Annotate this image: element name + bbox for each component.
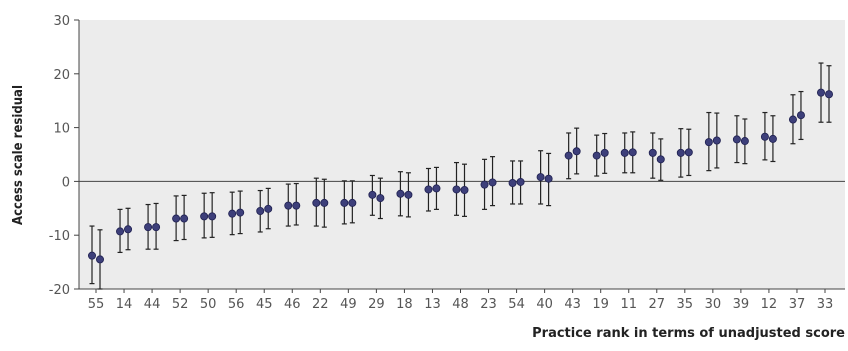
data-point — [488, 178, 497, 187]
y-tick-label: 20 — [53, 68, 70, 83]
data-point — [656, 155, 665, 164]
x-tick-label: 29 — [368, 297, 385, 312]
x-tick-label: 39 — [733, 297, 750, 312]
data-point — [572, 147, 581, 156]
x-tick-label: 14 — [116, 297, 133, 312]
data-point — [172, 214, 181, 223]
data-point — [376, 194, 385, 203]
data-point — [124, 225, 133, 234]
data-point — [684, 148, 693, 157]
data-point — [704, 138, 713, 147]
x-tick-label: 43 — [564, 297, 581, 312]
plot-background — [79, 20, 845, 289]
x-tick-label: 44 — [144, 297, 161, 312]
y-tick-label: 0 — [62, 175, 70, 190]
y-tick-label: 10 — [53, 122, 70, 137]
data-point — [320, 198, 329, 207]
y-tick-label: -10 — [49, 229, 70, 244]
data-point — [180, 214, 189, 223]
data-point — [536, 173, 545, 182]
data-point — [768, 134, 777, 143]
data-point — [424, 185, 433, 194]
data-point — [460, 186, 469, 195]
data-point — [96, 255, 105, 264]
x-tick-label: 52 — [172, 297, 189, 312]
data-point — [676, 148, 685, 157]
y-axis-title: Access scale residual — [11, 85, 26, 225]
data-point — [312, 198, 321, 207]
data-point — [368, 190, 377, 199]
x-tick-label: 23 — [480, 297, 497, 312]
x-tick-label: 48 — [452, 297, 469, 312]
x-tick-label: 30 — [705, 297, 722, 312]
data-point — [208, 212, 217, 221]
data-point — [732, 135, 741, 144]
x-tick-label: 27 — [648, 297, 665, 312]
x-tick-label: 37 — [789, 297, 806, 312]
x-tick-label: 49 — [340, 297, 357, 312]
y-tick-label: -20 — [49, 283, 70, 298]
x-tick-label: 50 — [200, 297, 217, 312]
data-point — [236, 208, 245, 217]
data-point — [452, 185, 461, 194]
data-point — [740, 137, 749, 146]
x-tick-label: 40 — [536, 297, 553, 312]
x-tick-label: 45 — [256, 297, 273, 312]
x-tick-label: 33 — [817, 297, 834, 312]
data-point — [228, 209, 237, 218]
x-tick-label: 19 — [592, 297, 609, 312]
x-tick-label: 56 — [228, 297, 245, 312]
data-point — [116, 227, 125, 236]
y-tick-group: -20 -10 0 10 20 30 — [49, 14, 79, 298]
data-point — [796, 111, 805, 120]
x-tick-group: 55 14 44 52 50 56 45 46 22 49 29 18 13 48 23 54 40 43 19 11… — [88, 289, 834, 312]
data-point — [480, 180, 489, 189]
data-point — [516, 177, 525, 186]
data-point — [404, 190, 413, 199]
data-point — [152, 223, 161, 232]
x-tick-label: 13 — [424, 297, 441, 312]
y-tick-label: 30 — [53, 14, 70, 29]
x-tick-label: 11 — [620, 297, 637, 312]
x-tick-label: 55 — [88, 297, 105, 312]
data-point — [264, 204, 273, 213]
data-point — [348, 198, 357, 207]
data-point — [620, 148, 629, 157]
data-point — [648, 148, 657, 157]
x-tick-label: 54 — [508, 297, 525, 312]
data-point — [600, 148, 609, 157]
data-point — [284, 201, 293, 210]
data-point — [396, 189, 405, 198]
data-point — [788, 115, 797, 124]
data-point — [292, 201, 301, 210]
x-tick-label: 18 — [396, 297, 413, 312]
x-axis-title: Practice rank in terms of unadjusted sco… — [532, 326, 845, 341]
data-point — [760, 132, 769, 141]
data-point — [592, 151, 601, 160]
data-point — [432, 184, 441, 193]
data-point — [144, 223, 153, 232]
data-point — [564, 151, 573, 160]
data-point — [817, 88, 826, 97]
x-tick-label: 12 — [761, 297, 778, 312]
data-point — [88, 251, 97, 260]
x-tick-label: 46 — [284, 297, 301, 312]
x-tick-label: 35 — [677, 297, 694, 312]
point-group — [88, 88, 834, 264]
data-point — [544, 174, 553, 183]
x-tick-label: 22 — [312, 297, 329, 312]
data-point — [200, 212, 209, 221]
data-point — [712, 136, 721, 145]
data-point — [508, 179, 517, 188]
data-point — [825, 90, 834, 99]
data-point — [340, 198, 349, 207]
data-point — [256, 206, 265, 215]
data-point — [628, 148, 637, 157]
